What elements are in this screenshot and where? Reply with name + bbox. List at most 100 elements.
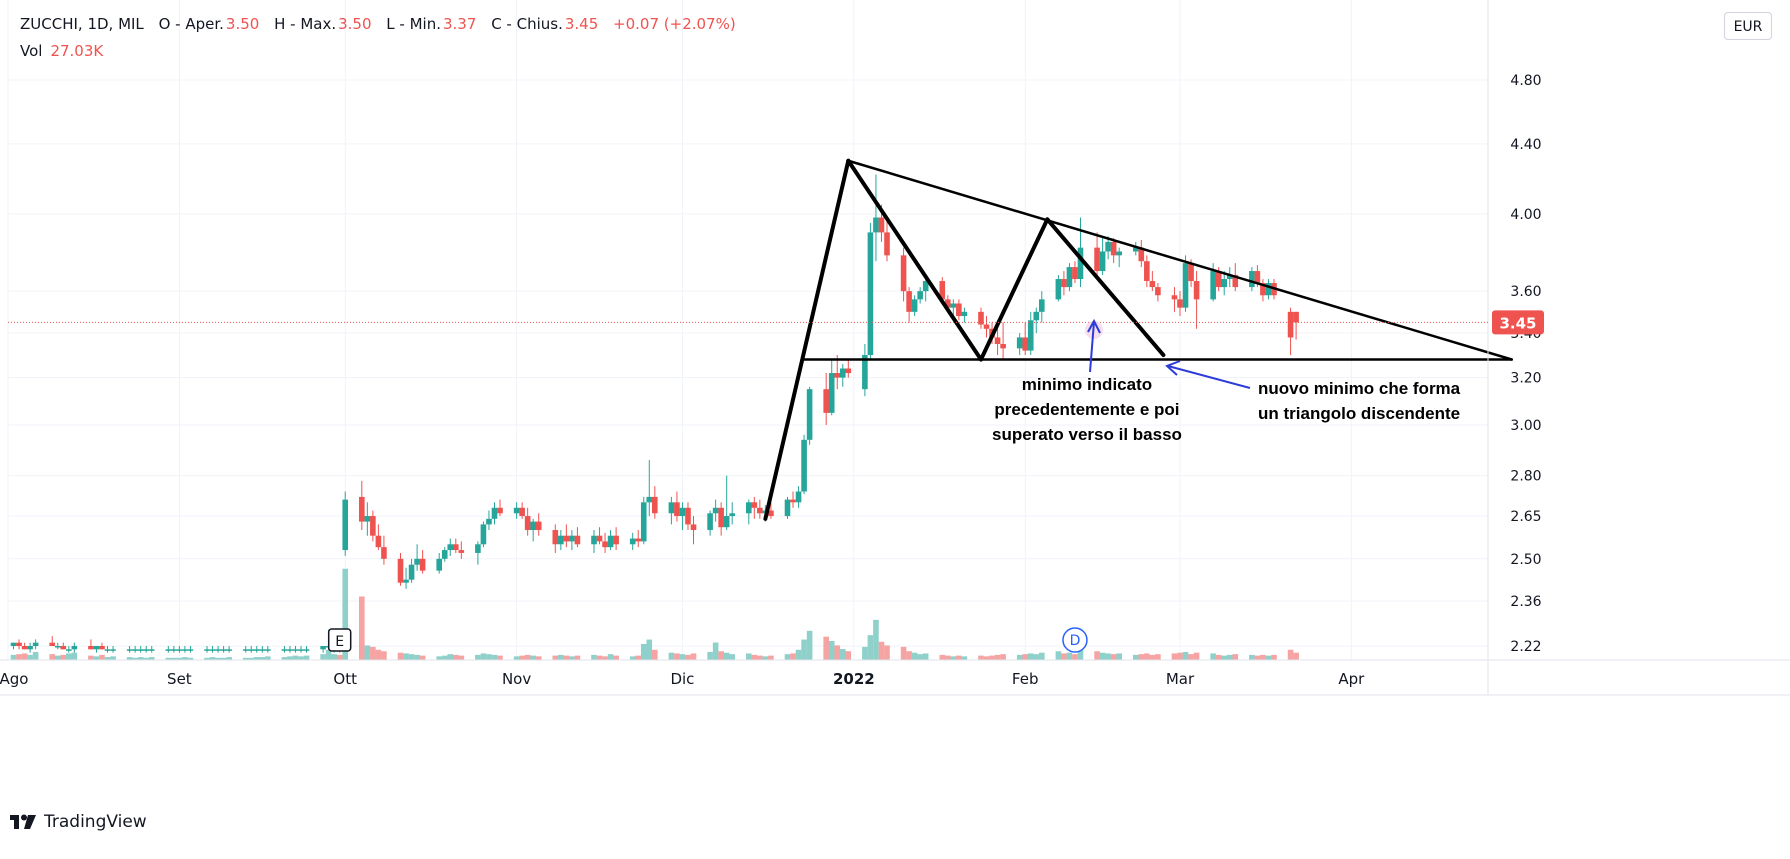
candle-body-31	[209, 649, 216, 651]
time-tick-label-3: Nov	[502, 670, 531, 688]
candle-body-166	[1254, 271, 1261, 284]
candle-153	[1149, 271, 1156, 292]
volume-bar-19	[110, 656, 116, 660]
candle-40	[281, 646, 288, 653]
candle-body-165	[1249, 271, 1255, 288]
candle-72	[524, 507, 531, 536]
candle-5	[10, 642, 17, 650]
volume-bar-83	[607, 654, 614, 660]
candle-body-111	[828, 373, 835, 413]
candle-149	[1116, 247, 1122, 268]
volume-bar-51	[364, 645, 371, 660]
price-tick-label-0: 4.80	[1510, 73, 1541, 89]
candle-108	[801, 434, 807, 495]
volume-bar-154	[1155, 654, 1161, 660]
candle-55	[397, 552, 404, 586]
candle-147	[1105, 236, 1111, 260]
candle-body-117	[873, 217, 879, 233]
candle-111	[828, 359, 835, 416]
candle-body-116	[867, 232, 874, 356]
volume-bar-102	[757, 655, 763, 660]
earnings-marker-box	[327, 628, 352, 652]
current-price-label: 3.45	[1499, 314, 1536, 332]
candle-58	[414, 544, 420, 571]
candle-body-79	[574, 535, 581, 545]
volume-bar-72	[524, 654, 531, 660]
candle-body-162	[1221, 279, 1228, 288]
candle-body-12	[60, 646, 67, 650]
volume-bar-60	[436, 656, 443, 660]
candle-85	[629, 532, 636, 551]
volume-bar-37	[253, 657, 260, 660]
candle-110	[823, 373, 829, 425]
volume-bar-166	[1254, 655, 1261, 660]
candle-155	[1171, 287, 1178, 312]
candle-89	[652, 486, 658, 519]
candle-body-157	[1182, 263, 1189, 308]
tradingview-logo[interactable]: TradingView	[10, 812, 147, 832]
volume-bar-93	[685, 654, 691, 660]
candle-body-49	[342, 499, 349, 551]
candle-body-72	[524, 516, 531, 531]
volume-bar-95	[707, 651, 713, 660]
candle-21	[132, 646, 138, 653]
candle-body-69	[497, 507, 503, 514]
currency-button[interactable]: EUR	[1724, 12, 1772, 40]
candle-body-118	[878, 217, 885, 233]
volume-bar-117	[873, 619, 879, 660]
candle-body-110	[823, 389, 829, 413]
candle-body-26	[171, 649, 177, 651]
candle-60	[436, 552, 443, 574]
candle-body-146	[1099, 251, 1106, 272]
volume-bar-168	[1265, 655, 1272, 660]
volume-bar-101	[751, 654, 758, 660]
candle-84	[613, 527, 619, 551]
candle-body-158	[1188, 263, 1194, 282]
candle-body-5	[10, 642, 17, 646]
volume-bar-53	[375, 649, 382, 660]
price-tick-label-9: 2.50	[1510, 552, 1541, 568]
brand-label: TradingView	[44, 812, 147, 832]
volume-bar-106	[790, 653, 796, 660]
volume-bar-26	[171, 657, 177, 660]
candle-80	[591, 530, 597, 553]
volume-bar-21	[132, 657, 138, 660]
volume-bar-61	[441, 655, 448, 660]
candle-62	[447, 538, 454, 556]
candle-body-52	[370, 516, 376, 536]
candle-body-121	[906, 291, 912, 312]
volume-bar-120	[900, 646, 907, 660]
volume-bar-56	[403, 653, 409, 660]
candle-body-37	[253, 649, 260, 651]
volume-bar-116	[867, 635, 874, 660]
volume-bar-33	[220, 657, 227, 660]
candle-body-71	[519, 507, 525, 517]
candle-145	[1094, 232, 1100, 276]
candle-body-40	[281, 649, 288, 651]
candle-105	[784, 496, 791, 519]
candle-32	[215, 646, 221, 653]
volume-bar-84	[613, 655, 619, 660]
symbol-label[interactable]: ZUCCHI, 1D, MIL	[20, 15, 144, 33]
candle-35	[242, 646, 249, 653]
arrow-right-head	[1165, 360, 1181, 376]
candle-body-108	[801, 439, 807, 492]
candle-body-86	[635, 538, 642, 542]
earnings-marker-label: E	[335, 634, 344, 650]
candle-38	[259, 646, 266, 653]
candle-body-25	[165, 649, 172, 651]
candle-113	[839, 363, 846, 387]
volume-bar-27	[176, 657, 183, 660]
candle-31	[209, 646, 216, 653]
candle-12	[60, 642, 67, 650]
candle-167	[1260, 279, 1266, 302]
candle-134	[1000, 322, 1006, 360]
volume-bar-160	[1210, 653, 1216, 660]
trend-lines	[763, 158, 1513, 521]
candle-body-106	[790, 499, 796, 503]
candle-57	[408, 558, 415, 583]
candle-body-76	[558, 535, 564, 545]
candle-body-39	[265, 649, 271, 651]
